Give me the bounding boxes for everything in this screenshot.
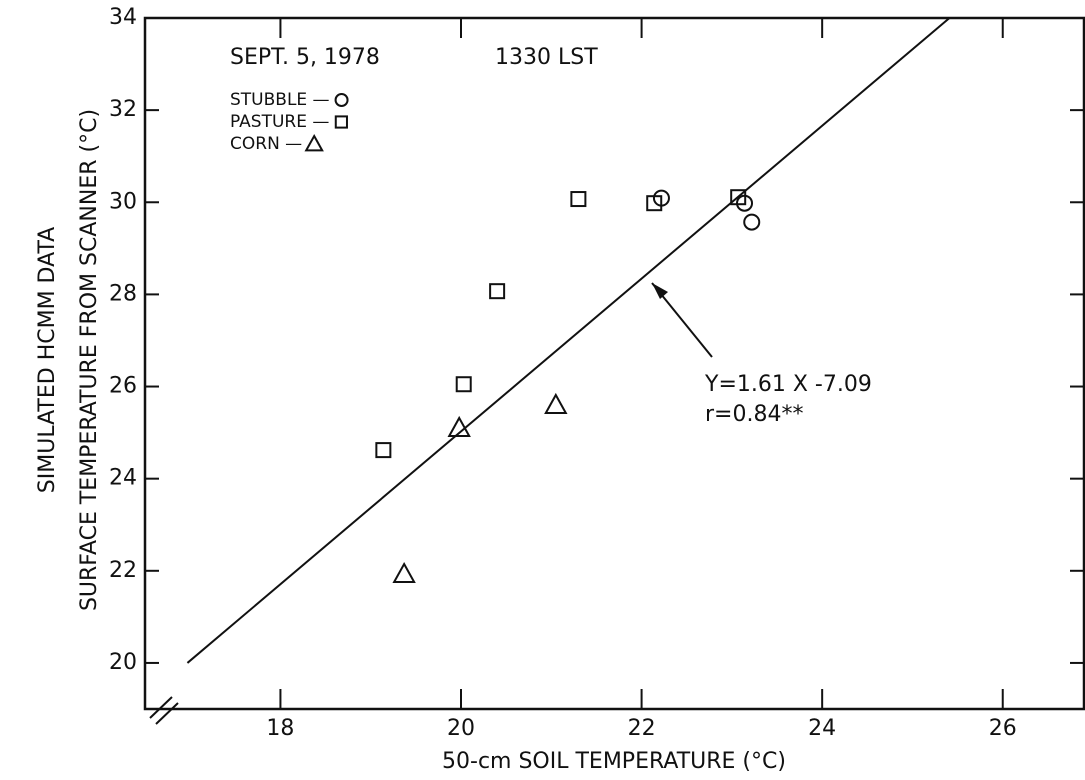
marker-triangle [447, 415, 471, 437]
legend-label: CORN — [230, 134, 302, 154]
annotation: Y=1.61 X -7.09 [704, 372, 872, 397]
y-tick-label: 24 [109, 466, 137, 491]
y-tick-label: 28 [109, 281, 137, 306]
marker-triangle [304, 133, 324, 152]
legend-label: PASTURE — [230, 112, 329, 132]
y-tick-label: 26 [109, 374, 137, 399]
axis-break [149, 696, 179, 725]
marker-square [334, 115, 348, 129]
y-tick-label: 22 [109, 558, 137, 583]
plot-frame [143, 16, 1085, 711]
marker-triangle [392, 561, 416, 584]
marker-triangle [544, 392, 568, 414]
x-tick-label: 18 [266, 716, 294, 741]
arrow-head [652, 283, 668, 299]
marker-circle [334, 93, 349, 107]
fit-line [186, 17, 951, 664]
marker-square [489, 283, 506, 300]
legend-label: STUBBLE — [230, 90, 330, 110]
y-tick-label: 32 [109, 97, 137, 122]
marker-square [730, 189, 747, 206]
y-tick-label: 34 [109, 5, 137, 30]
marker-square [570, 191, 587, 208]
marker-square [646, 195, 663, 212]
annotation: r=0.84** [705, 402, 803, 427]
chart-subtitle: 1330 LST [495, 45, 598, 70]
x-axis-label: 50-cm SOIL TEMPERATURE (°C) [442, 749, 786, 774]
chart-title: SEPT. 5, 1978 [230, 45, 380, 70]
y-tick-label: 30 [109, 189, 137, 214]
marker-square [375, 442, 392, 459]
y-axis-label: SIMULATED HCMM DATA [35, 227, 60, 493]
x-tick-label: 24 [808, 716, 836, 741]
y-axis-label: SURFACE TEMPERATURE FROM SCANNER (°C) [77, 109, 102, 611]
x-tick-label: 26 [989, 716, 1017, 741]
x-tick-label: 20 [447, 716, 475, 741]
x-tick-label: 22 [628, 716, 656, 741]
marker-square [455, 376, 472, 393]
y-tick-label: 20 [109, 650, 137, 675]
marker-circle [743, 213, 761, 231]
